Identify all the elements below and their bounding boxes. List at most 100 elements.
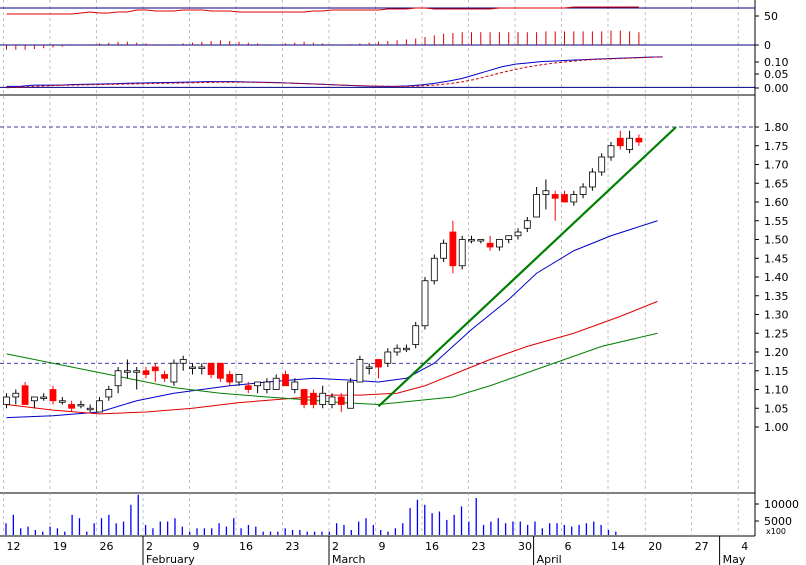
x-month-label: March — [332, 553, 366, 565]
candle-body — [505, 235, 513, 240]
candle-body — [589, 171, 596, 188]
x-day-label: 30 — [518, 540, 532, 553]
candle-body — [626, 137, 633, 150]
candle-body — [282, 374, 289, 387]
price-tick-label: 1.50 — [764, 234, 789, 247]
candle-body — [179, 359, 187, 364]
candle-body — [124, 370, 131, 373]
candle-body — [189, 366, 196, 369]
price-tick-label: 1.15 — [764, 365, 789, 378]
candle-body — [244, 385, 252, 390]
x-day-label: 27 — [695, 540, 709, 553]
candle-body — [207, 362, 215, 375]
candle-body — [495, 239, 503, 248]
volume-tick-label: 5000 — [764, 515, 792, 528]
candle-body — [514, 231, 522, 237]
price-tick-label: 1.10 — [764, 384, 789, 397]
candle-body — [151, 366, 159, 372]
x-day-label: 2 — [146, 540, 153, 553]
candle-body — [402, 347, 410, 351]
candle-body — [300, 389, 308, 405]
candle-body — [142, 370, 150, 375]
x-day-label: 6 — [565, 540, 572, 553]
price-tick-label: 1.20 — [764, 346, 789, 359]
candle-body — [570, 194, 578, 203]
x-day-label: 14 — [611, 540, 625, 553]
price-tick-label: 1.70 — [764, 159, 789, 172]
candle-body — [198, 366, 206, 369]
x-month-label: April — [537, 553, 562, 565]
x-day-label: 26 — [100, 540, 114, 553]
x-day-label: 12 — [7, 540, 21, 553]
histogram-tick-label: 0 — [764, 39, 771, 52]
candle-body — [561, 194, 568, 203]
candle-body — [226, 374, 234, 383]
rsi-tick-label: 50 — [764, 10, 778, 23]
candle-body — [40, 396, 48, 399]
x-day-label: 23 — [286, 540, 300, 553]
macd-tick-label: 0.10 — [764, 56, 789, 69]
trendline — [377, 126, 677, 408]
candle-body — [458, 239, 466, 267]
price-tick-label: 1.60 — [764, 196, 789, 209]
candle-body — [533, 194, 540, 218]
x-month-label: May — [723, 553, 746, 565]
price-tick-label: 1.65 — [764, 177, 789, 190]
candle-body — [254, 381, 262, 387]
candle-body — [3, 396, 10, 405]
volume-unit-label: x100 — [766, 527, 786, 536]
candle-body — [598, 156, 606, 173]
candle-body — [96, 400, 103, 413]
x-day-label: 9 — [193, 540, 200, 553]
macd-line — [6, 56, 663, 87]
candle-body — [337, 396, 345, 405]
candle-body — [216, 362, 224, 379]
candle-body — [430, 257, 438, 282]
candle-body — [309, 392, 317, 405]
candle-body — [291, 381, 299, 390]
candle-body — [523, 220, 531, 229]
x-day-label: 20 — [648, 540, 662, 553]
x-day-label: 9 — [379, 540, 386, 553]
candle-body — [58, 400, 66, 403]
candle-body — [440, 242, 448, 259]
x-day-label: 16 — [425, 540, 439, 553]
x-day-label: 2 — [332, 540, 339, 553]
candle-body — [421, 280, 429, 327]
price-tick-label: 1.25 — [764, 327, 789, 340]
candle-body — [170, 362, 178, 383]
candle-body — [68, 404, 75, 409]
price-tick-label: 1.00 — [764, 421, 789, 434]
moving-average-ma_mid — [6, 300, 658, 415]
candle-body — [542, 190, 550, 195]
x-day-label: 23 — [472, 540, 486, 553]
candle-body — [77, 404, 85, 407]
macd-tick-label: 0.00 — [764, 82, 789, 95]
candle-body — [579, 186, 587, 195]
price-tick-label: 1.05 — [764, 402, 789, 415]
candle-body — [161, 374, 169, 379]
candle-body — [86, 407, 94, 411]
candle-body — [449, 231, 457, 267]
candle-body — [635, 137, 643, 143]
volume-tick-label: 10000 — [764, 498, 799, 511]
candle-body — [272, 377, 280, 390]
candle-body — [365, 366, 373, 369]
candle-body — [356, 359, 364, 383]
candle-body — [468, 239, 475, 242]
x-day-label: 16 — [239, 540, 253, 553]
candle-body — [616, 137, 624, 147]
candle-body — [105, 389, 113, 398]
candle-body — [393, 347, 401, 353]
candle-body — [319, 392, 327, 405]
x-month-label: February — [146, 553, 195, 565]
candle-body — [12, 392, 20, 398]
moving-average-ma_short — [6, 220, 658, 419]
candle-body — [328, 396, 336, 405]
candle-body — [114, 370, 122, 387]
price-tick-label: 1.55 — [764, 215, 789, 228]
price-tick-label: 1.75 — [764, 140, 789, 153]
macd-tick-label: 0.05 — [764, 68, 789, 81]
